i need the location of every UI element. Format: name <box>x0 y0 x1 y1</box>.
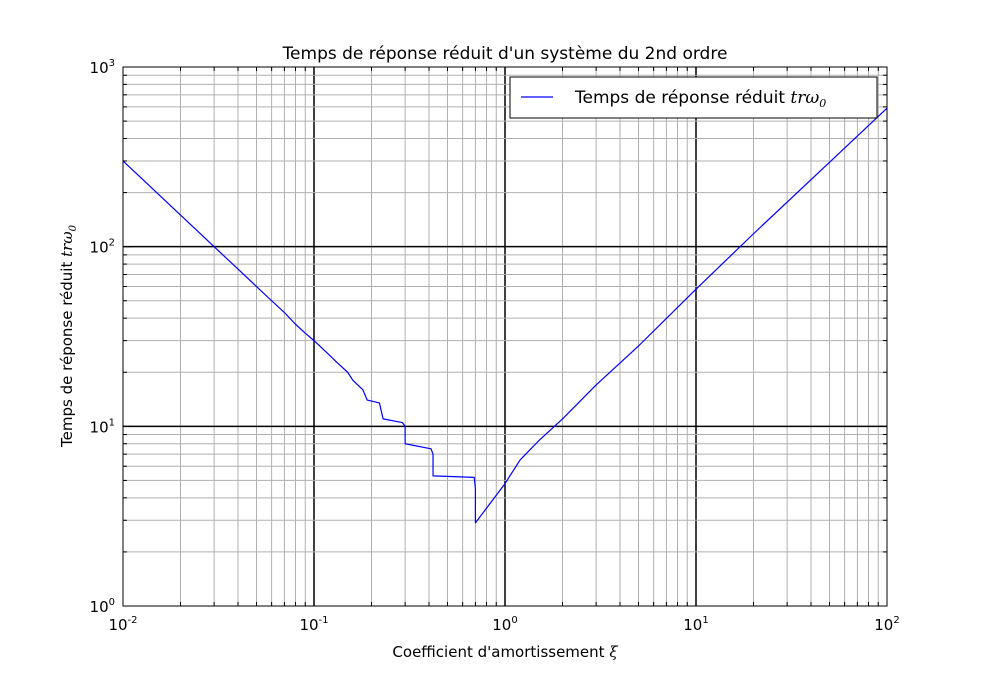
legend-label-text: Temps de réponse réduit <box>574 88 785 108</box>
legend-label-symbol: trω <box>790 88 819 108</box>
series-line <box>122 107 888 524</box>
y-axis-label-symbol: trω <box>58 231 76 256</box>
legend-label: Temps de réponse réduit trω0 <box>574 88 826 110</box>
x-tick-label-exponent: -1 <box>319 615 329 626</box>
x-tick-label-base: 10 <box>683 616 702 634</box>
x-axis-label: Coefficient d'amortissement ξ <box>392 643 618 661</box>
y-tick-label-base: 10 <box>90 418 109 436</box>
y-tick-label-exponent: 1 <box>109 417 115 428</box>
x-tick-label-base: 10 <box>492 616 511 634</box>
y-tick-label: 103 <box>90 58 115 77</box>
x-tick-label-base: 10 <box>108 616 127 634</box>
x-tick-label-exponent: 0 <box>511 615 517 626</box>
y-tick-label: 102 <box>90 238 115 257</box>
x-axis-label-symbol: ξ <box>609 643 618 661</box>
x-axis-label-text: Coefficient d'amortissement <box>392 643 604 661</box>
x-tick-label: 10-2 <box>108 615 137 634</box>
y-tick-label-base: 10 <box>90 598 109 616</box>
x-tick-label-exponent: -2 <box>128 615 138 626</box>
y-tick-label-exponent: 0 <box>109 597 115 608</box>
y-axis-label-text: Temps de réponse réduit <box>58 262 76 448</box>
y-axis-label: Temps de réponse réduit trω0 <box>58 224 79 448</box>
x-tick-label-base: 10 <box>299 616 318 634</box>
y-tick-label-exponent: 3 <box>109 58 115 69</box>
y-tick-label: 101 <box>90 417 115 436</box>
x-tick-label: 100 <box>492 615 517 634</box>
x-tick-label-base: 10 <box>874 616 893 634</box>
x-tick-label: 102 <box>874 615 899 634</box>
legend-box <box>509 76 878 119</box>
x-tick-label: 101 <box>683 615 708 634</box>
y-tick-label-base: 10 <box>90 239 109 257</box>
chart-title: Temps de réponse réduit d'un système du … <box>282 44 728 64</box>
x-tick-label: 10-1 <box>299 615 328 634</box>
x-tick-label-exponent: 1 <box>702 615 708 626</box>
grid <box>123 67 887 606</box>
y-tick-label: 100 <box>90 597 115 616</box>
x-tick-label-exponent: 2 <box>893 615 899 626</box>
series-layer <box>122 107 888 524</box>
y-tick-label-base: 10 <box>90 59 109 77</box>
y-axis-label-subscript: 0 <box>68 224 79 231</box>
y-tick-label-exponent: 2 <box>109 238 115 249</box>
legend-label-subscript: 0 <box>819 97 826 110</box>
legend: Temps de réponse réduit trω0 <box>509 76 878 119</box>
